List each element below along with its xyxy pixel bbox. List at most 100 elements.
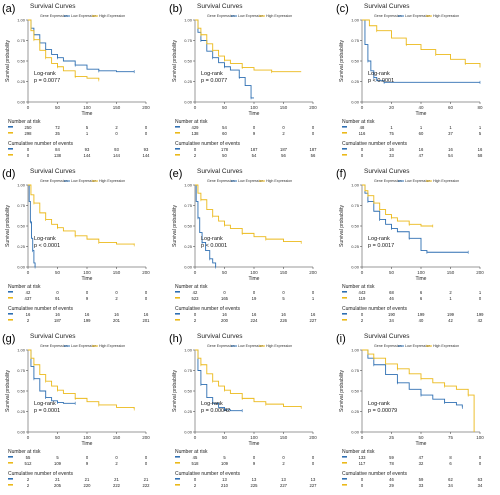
events-value-low: 62	[448, 477, 453, 482]
events-value-low: 16	[55, 312, 60, 317]
risk-value-low: 45	[193, 455, 198, 460]
y-axis-label: Survival probability	[339, 205, 345, 247]
events-row-swatch-low	[342, 478, 347, 480]
x-tick-label: 0	[361, 105, 364, 110]
legend-title: Gene Expression	[207, 179, 235, 183]
risk-row-swatch-high	[175, 132, 180, 134]
y-tick-label: 0.75	[351, 368, 360, 373]
x-tick-label: 100	[417, 270, 425, 275]
events-value-high: 34	[478, 483, 483, 488]
events-value-high: 138	[54, 153, 62, 158]
events-value-low: 21	[85, 477, 90, 482]
risk-value-high: 9	[86, 461, 89, 466]
risk-value-high: 2	[115, 461, 118, 466]
events-value-low: 178	[221, 147, 229, 152]
y-tick-label: 0.25	[17, 79, 26, 84]
y-tick-label: 0.75	[351, 203, 360, 208]
x-tick-label: 0	[27, 435, 30, 440]
p-value: p = 0.0001	[34, 408, 60, 414]
legend-label-low: Low Expression	[71, 344, 96, 348]
events-value-low: 199	[418, 312, 426, 317]
events-value-low: 84	[55, 147, 60, 152]
y-tick-label: 0.75	[184, 203, 193, 208]
events-value-low: 187	[251, 147, 259, 152]
risk-row-swatch-low	[175, 126, 180, 128]
risk-value-high: 5	[479, 131, 482, 136]
y-tick-label: 0.75	[17, 203, 26, 208]
y-tick-label: 0.00	[17, 99, 26, 104]
risk-table-title: Number at risk	[8, 119, 41, 125]
x-tick-label: 0	[27, 105, 30, 110]
x-axis-label: Time	[416, 111, 427, 117]
legend-label-high: High Expression	[99, 344, 125, 348]
risk-value-high: 46	[389, 296, 394, 301]
y-tick-label: 0.25	[351, 244, 360, 249]
y-tick-label: 0.00	[17, 429, 26, 434]
events-value-low: 46	[389, 477, 394, 482]
panel-g: (g) Survival Curves Gene Expression Low Exp…	[2, 333, 150, 488]
x-tick-label: 150	[280, 105, 288, 110]
x-tick-label: 0	[194, 435, 197, 440]
events-row-swatch-high	[175, 154, 180, 156]
risk-value-high: 0	[312, 131, 315, 136]
legend-title: Gene Expression	[207, 344, 235, 348]
risk-value-low: 0	[312, 125, 315, 130]
logrank-label: Log-rank	[368, 401, 390, 407]
survival-curve-low	[195, 349, 243, 412]
y-axis-label: Survival probability	[5, 40, 11, 82]
events-value-high: 210	[221, 483, 229, 488]
risk-value-low: 0	[479, 455, 482, 460]
events-value-high: 2	[27, 318, 30, 323]
risk-row-swatch-low	[342, 291, 347, 293]
events-value-low: 0	[194, 477, 197, 482]
events-value-low: 16	[419, 147, 424, 152]
y-tick-label: 0.25	[17, 244, 26, 249]
y-tick-label: 0.75	[184, 368, 193, 373]
y-tick-label: 1.00	[351, 347, 360, 352]
risk-value-low: 0	[145, 125, 148, 130]
y-tick-label: 0.00	[17, 264, 26, 269]
events-row-swatch-high	[8, 484, 13, 486]
legend-title: Gene Expression	[40, 179, 68, 183]
events-row-swatch-low	[175, 148, 180, 150]
events-value-high: 56	[311, 153, 316, 158]
risk-value-low: 68	[389, 290, 394, 295]
events-value-low: 16	[85, 312, 90, 317]
y-tick-label: 0.75	[17, 368, 26, 373]
risk-row-swatch-low	[342, 456, 347, 458]
survival-curve-high	[362, 349, 475, 432]
events-value-low: 16	[448, 147, 453, 152]
panel-b: (b) Survival Curves Gene Expression Low Exp…	[169, 3, 317, 158]
legend-label-low: Low Expression	[405, 179, 430, 183]
events-value-low: 13	[281, 477, 286, 482]
x-tick-label: 60	[448, 105, 454, 110]
risk-value-high: 1	[86, 131, 89, 136]
events-value-low: 93	[85, 147, 90, 152]
events-value-low: 13	[311, 477, 316, 482]
risk-value-high: 60	[419, 131, 424, 136]
y-axis-label: Survival probability	[172, 40, 178, 82]
events-value-high: 2	[27, 483, 30, 488]
risk-value-high: 298	[25, 131, 33, 136]
events-value-low: 16	[26, 312, 31, 317]
events-value-high: 222	[113, 483, 121, 488]
risk-value-high: 0	[145, 461, 148, 466]
x-tick-label: 100	[250, 105, 258, 110]
survival-curve-low	[195, 184, 217, 267]
events-value-high: 224	[251, 318, 259, 323]
chart-title: Survival Curves	[30, 333, 76, 340]
risk-row-swatch-high	[8, 462, 13, 464]
risk-value-low: 0	[312, 455, 315, 460]
p-value: p < 0.0001	[34, 243, 60, 249]
risk-value-high: 9	[253, 461, 256, 466]
events-row-swatch-low	[8, 148, 13, 150]
risk-value-low: 1	[479, 290, 482, 295]
y-tick-label: 0.50	[351, 223, 360, 228]
events-table-title: Cumulative number of events	[175, 471, 241, 477]
events-value-high: 58	[478, 153, 483, 158]
legend-label-high: High Expression	[266, 179, 292, 183]
y-tick-label: 0.25	[17, 409, 26, 414]
legend-label-high: High Expression	[433, 14, 459, 18]
logrank-label: Log-rank	[368, 71, 390, 77]
x-axis-label: Time	[249, 441, 260, 447]
